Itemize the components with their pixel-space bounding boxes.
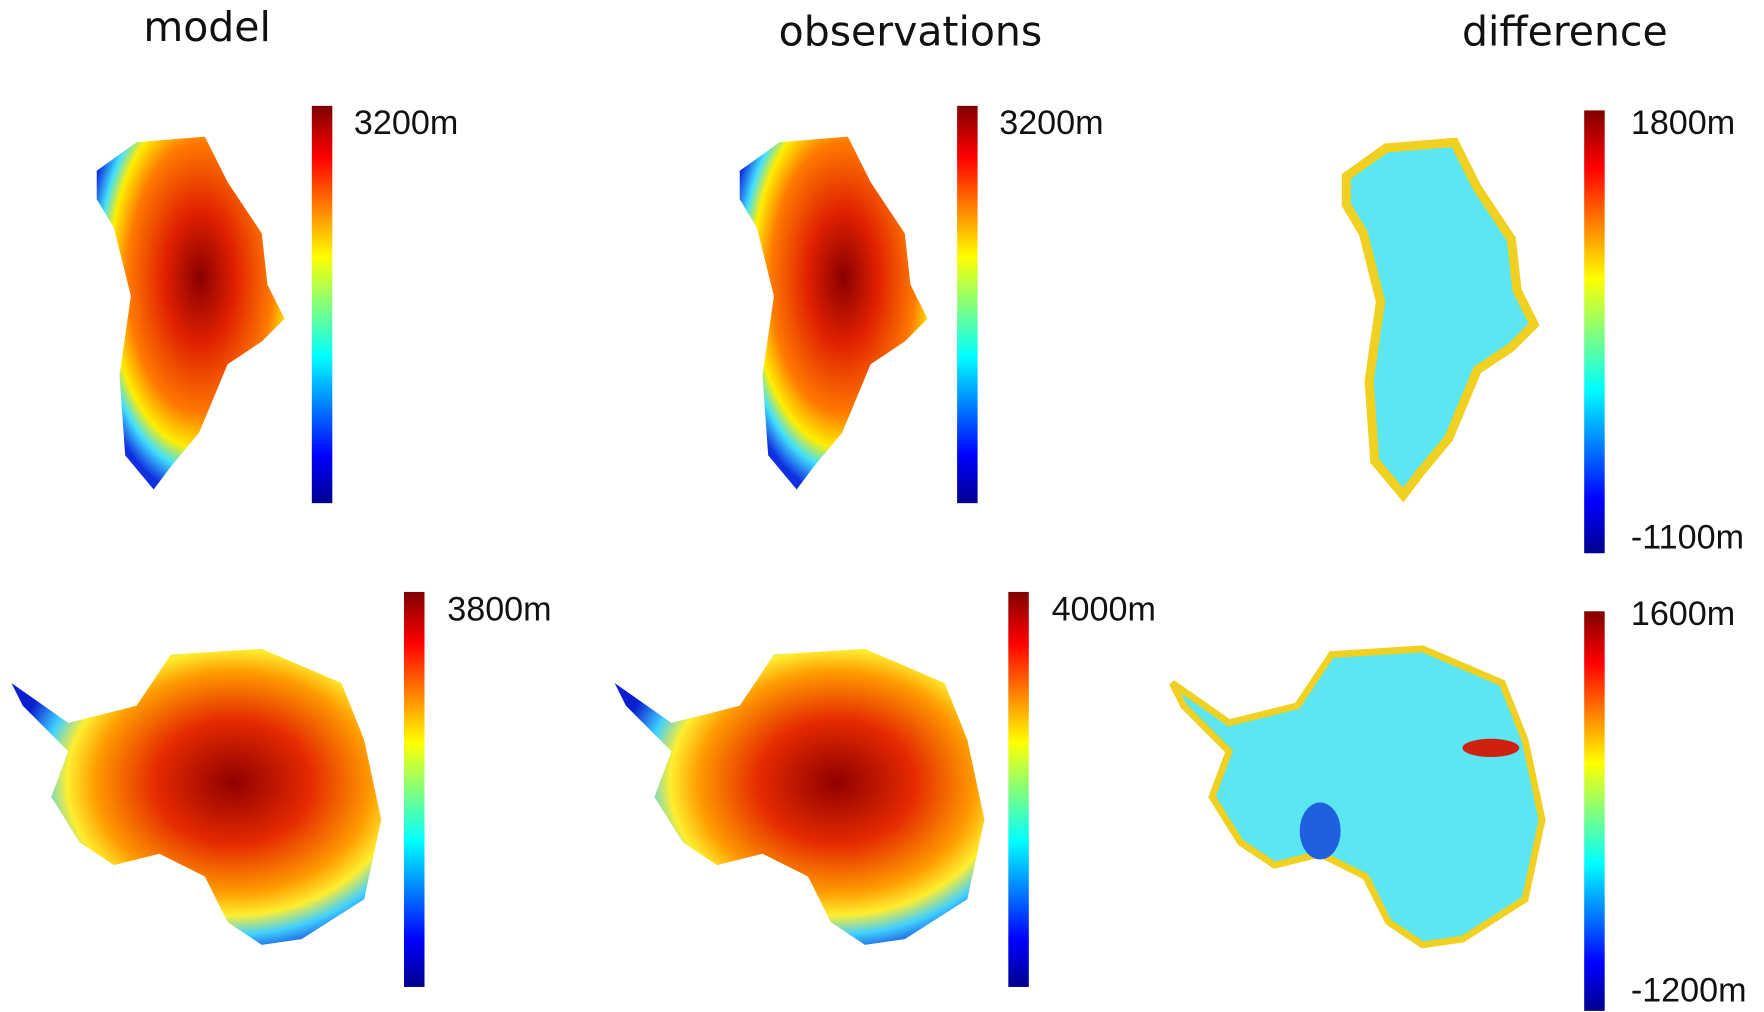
- colorbar-max-label: 4000m: [1052, 590, 1156, 628]
- colorbar: [1584, 110, 1604, 553]
- map-greenland-observations: [740, 137, 928, 490]
- map-antarctica-observations: [615, 649, 985, 945]
- map-greenland-difference: [1346, 142, 1534, 495]
- column-title: difference: [1462, 8, 1668, 56]
- colorbar: [1008, 592, 1028, 987]
- colorbar-min-label: -1100m: [1631, 519, 1744, 557]
- map-greenland-model: [97, 137, 285, 490]
- difference-coldspot: [1300, 803, 1341, 860]
- colorbar-max-label: 1600m: [1631, 595, 1735, 633]
- figure: model observations difference 3200m 3200…: [0, 0, 1764, 1012]
- colorbar: [1584, 611, 1604, 1011]
- colorbar-max-label: 3800m: [447, 590, 551, 628]
- colorbar: [312, 106, 332, 503]
- column-title: model: [143, 3, 271, 51]
- page: model observations difference 3200m 3200…: [0, 0, 1764, 1012]
- map-antarctica-model: [11, 649, 381, 945]
- colorbar: [957, 106, 977, 503]
- difference-hotspot: [1462, 739, 1519, 757]
- colorbar-max-label: 1800m: [1631, 104, 1735, 142]
- colorbar-max-label: 3200m: [999, 104, 1103, 142]
- column-title: observations: [779, 8, 1043, 56]
- map-antarctica-difference: [1172, 649, 1542, 945]
- colorbar-max-label: 3200m: [354, 104, 458, 142]
- colorbar: [404, 592, 424, 987]
- colorbar-min-label: -1200m: [1631, 972, 1747, 1010]
